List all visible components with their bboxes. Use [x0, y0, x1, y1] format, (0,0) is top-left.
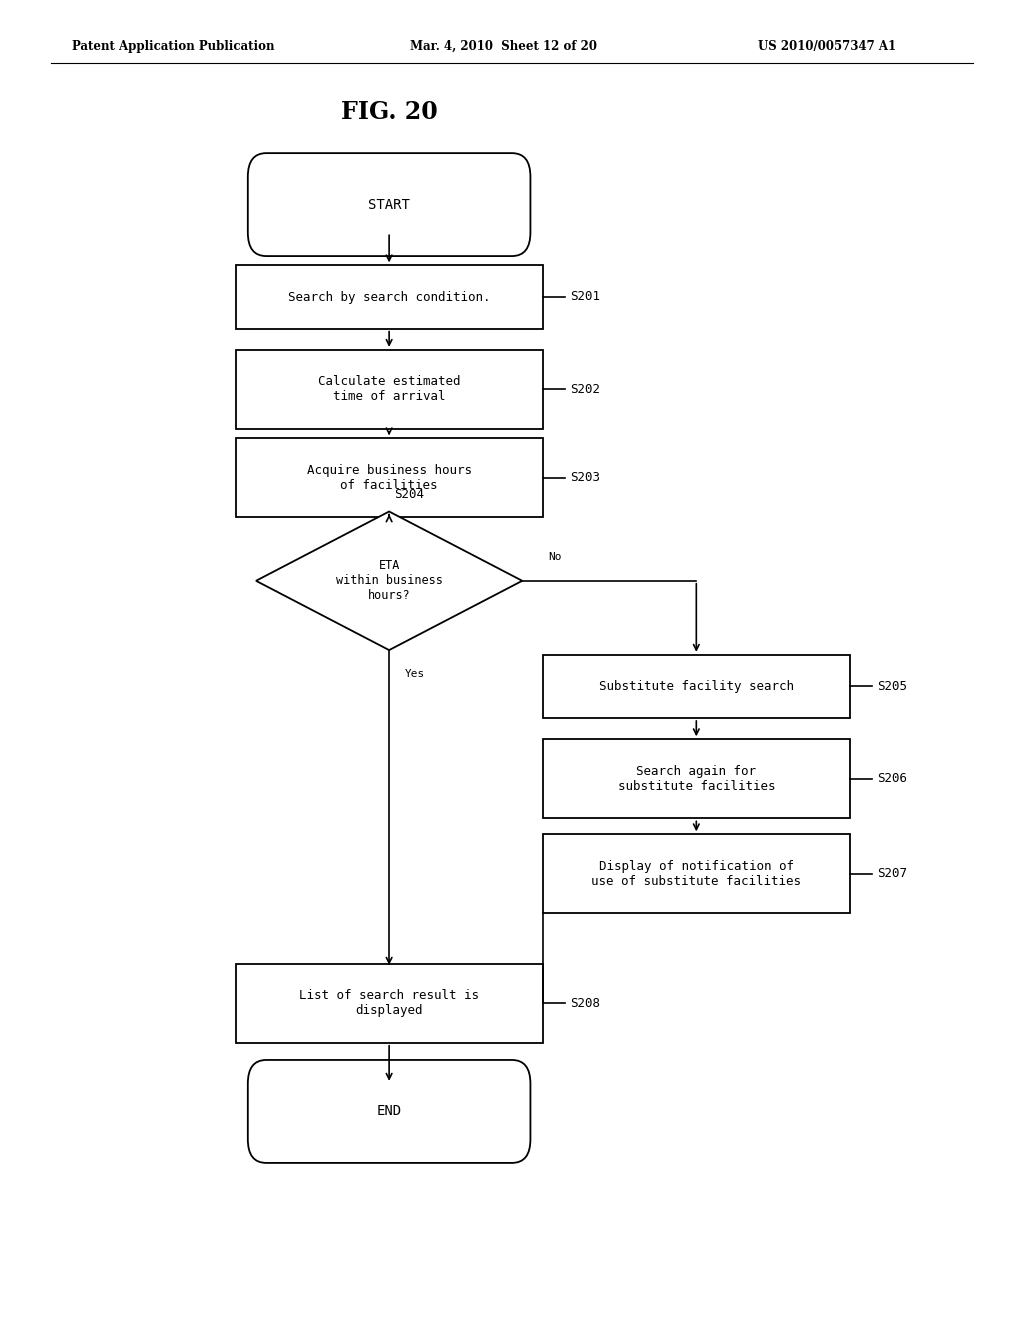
Bar: [236, 265, 543, 329]
Text: Substitute facility search: Substitute facility search: [599, 680, 794, 693]
FancyBboxPatch shape: [248, 153, 530, 256]
Text: List of search result is
displayed: List of search result is displayed: [299, 989, 479, 1018]
Text: S203: S203: [570, 471, 600, 484]
Text: START: START: [369, 198, 410, 211]
Text: FIG. 20: FIG. 20: [341, 100, 437, 124]
Bar: [543, 739, 850, 818]
Text: Search again for
substitute facilities: Search again for substitute facilities: [617, 764, 775, 793]
Text: S207: S207: [878, 867, 907, 880]
Text: S208: S208: [570, 997, 600, 1010]
Text: Yes: Yes: [404, 669, 425, 678]
Bar: [543, 655, 850, 718]
Text: S201: S201: [570, 290, 600, 304]
Text: S205: S205: [878, 680, 907, 693]
Text: S206: S206: [878, 772, 907, 785]
Text: Acquire business hours
of facilities: Acquire business hours of facilities: [306, 463, 472, 492]
Text: Display of notification of
use of substitute facilities: Display of notification of use of substi…: [591, 859, 802, 888]
Bar: [236, 438, 543, 517]
Text: Patent Application Publication: Patent Application Publication: [72, 40, 274, 53]
Text: Calculate estimated
time of arrival: Calculate estimated time of arrival: [317, 375, 461, 404]
Text: S202: S202: [570, 383, 600, 396]
Text: Search by search condition.: Search by search condition.: [288, 290, 490, 304]
FancyBboxPatch shape: [248, 1060, 530, 1163]
Bar: [236, 964, 543, 1043]
Text: No: No: [548, 552, 561, 562]
Text: Mar. 4, 2010  Sheet 12 of 20: Mar. 4, 2010 Sheet 12 of 20: [410, 40, 597, 53]
Text: S204: S204: [394, 488, 424, 500]
Polygon shape: [256, 511, 522, 649]
Bar: [543, 834, 850, 913]
Text: END: END: [377, 1105, 401, 1118]
Text: ETA
within business
hours?: ETA within business hours?: [336, 560, 442, 602]
Text: US 2010/0057347 A1: US 2010/0057347 A1: [758, 40, 896, 53]
Bar: [236, 350, 543, 429]
